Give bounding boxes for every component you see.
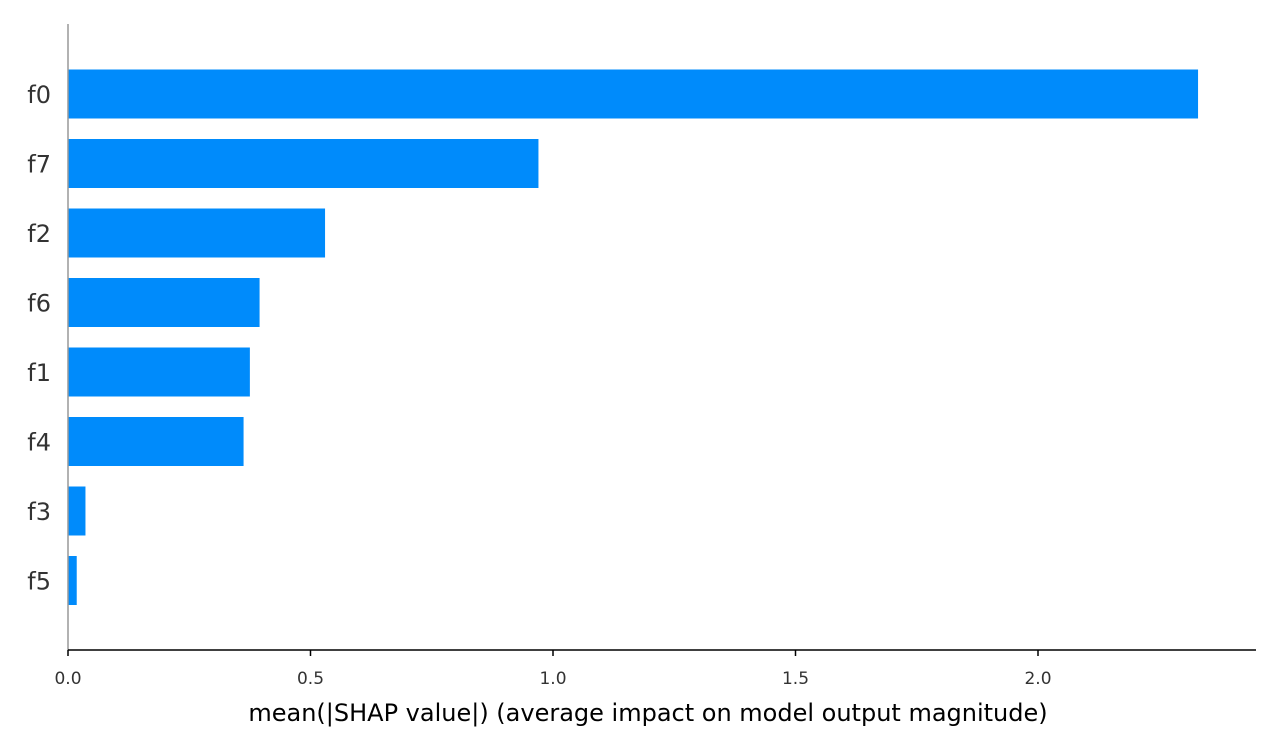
category-label-f1: f1 <box>27 359 51 387</box>
bar-f5 <box>68 556 77 605</box>
bar-f7 <box>68 139 539 188</box>
category-label-f7: f7 <box>27 151 51 179</box>
bar-f6 <box>68 278 260 327</box>
category-labels-group: f0 f7 f2 f6 f1 f4 f3 f5 <box>27 81 51 596</box>
bar-f4 <box>68 417 244 466</box>
x-tick-label: 2.0 <box>1024 669 1051 689</box>
bar-f1 <box>68 347 250 397</box>
x-tick-label: 0.0 <box>54 669 81 689</box>
bar-f3 <box>68 486 86 536</box>
category-label-f3: f3 <box>27 498 51 526</box>
x-tick-label: 1.0 <box>539 669 566 689</box>
x-tick-label: 0.5 <box>297 669 324 689</box>
category-label-f6: f6 <box>27 290 51 318</box>
x-ticks-group: 0.0 0.5 1.0 1.5 2.0 <box>54 650 1052 689</box>
category-label-f5: f5 <box>27 568 51 596</box>
category-label-f4: f4 <box>27 429 51 457</box>
bars-group <box>68 69 1199 605</box>
x-axis-title: mean(|SHAP value|) (average impact on mo… <box>248 699 1047 727</box>
bar-f0 <box>68 69 1199 119</box>
x-tick-label: 1.5 <box>782 669 809 689</box>
category-label-f2: f2 <box>27 220 51 248</box>
bar-f2 <box>68 208 326 258</box>
category-label-f0: f0 <box>27 81 51 109</box>
